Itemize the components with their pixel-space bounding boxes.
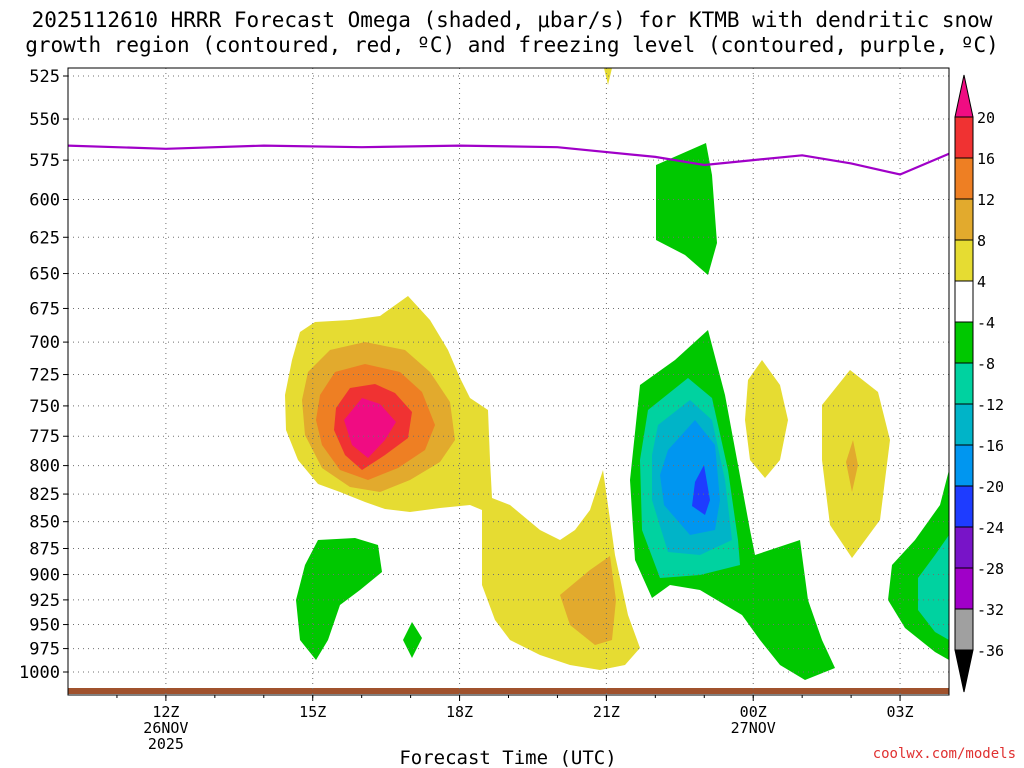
colorbar-swatch [954,608,974,651]
y-tick-label: 825 [29,485,60,505]
colorbar-label: -8 [977,355,995,373]
y-tick-label: 600 [29,191,60,211]
omega-shading [285,68,949,680]
colorbar-swatch [954,157,974,200]
colorbar-label: 4 [977,273,986,291]
omega-contour-neg20 [692,465,710,515]
x-tick-label: 00Z [740,703,767,721]
x-tick-label: 21Z [593,703,620,721]
y-tick-label: 625 [29,228,60,248]
colorbar-label: -12 [977,396,1004,414]
y-tick-label: 700 [29,333,60,353]
x-tick-label: 03Z [887,703,914,721]
colorbar-swatch [954,116,974,159]
y-tick-label: 750 [29,397,60,417]
omega-contour-8d [846,440,858,492]
colorbar-swatch [954,485,974,528]
title-line-2: growth region (contoured, red, ºC) and f… [25,33,999,57]
colorbar-label: -36 [977,642,1004,660]
colorbar-swatch [954,280,974,323]
colorbar-label: -24 [977,519,1004,537]
y-tick-label: 875 [29,539,60,559]
freezing-level-line [67,144,950,176]
colorbar-label: -16 [977,437,1004,455]
x-axis-label: Forecast Time (UTC) [399,747,616,768]
y-tick-label: 650 [29,265,60,285]
y-tick-label: 1000 [19,663,60,683]
y-tick-label: 925 [29,591,60,611]
colorbar-label: -20 [977,478,1004,496]
site-credit: coolwx.com/models [872,746,1016,762]
colorbar-label: -4 [977,314,995,332]
omega-contour-4c [745,360,788,478]
y-tick-label: 550 [29,110,60,130]
omega-contour-neg4c [656,143,717,275]
colorbar-label: 12 [977,191,995,209]
colorbar-swatch [954,239,974,282]
chart-title: 2025112610 HRRR Forecast Omega (shaded, … [0,8,1024,58]
x-tick-label: 2025 [148,735,184,753]
colorbar-swatch [954,444,974,487]
y-tick-label: 525 [29,67,60,87]
title-line-1: 2025112610 HRRR Forecast Omega (shaded, … [31,8,993,32]
y-tick-label: 575 [29,151,60,171]
omega-contour-8b [560,556,616,645]
colorbar: 20 16 12 8 4 -4 -8 -12 -16 -20 -24 -28 -32 -36 [954,74,1004,693]
omega-contour-neg4a [296,538,382,660]
x-tick-label: 26NOV [143,719,188,737]
colorbar-swatch [954,567,974,610]
colorbar-label: -28 [977,560,1004,578]
colorbar-swatch [954,526,974,569]
x-tick-label: 12Z [152,703,179,721]
colorbar-label: 16 [977,150,995,168]
y-tick-label: 850 [29,513,60,533]
colorbar-swatch [954,403,974,446]
colorbar-top-arrow [954,74,974,118]
ground-strip [68,688,949,694]
y-tick-label: 900 [29,566,60,586]
colorbar-label: 8 [977,232,986,250]
y-tick-label: 725 [29,366,60,386]
y-tick-label: 675 [29,299,60,319]
colorbar-label: 20 [977,109,995,127]
colorbar-bottom-arrow [954,649,974,693]
x-tick-label: 18Z [446,703,473,721]
y-tick-label: 975 [29,640,60,660]
colorbar-swatch [954,321,974,364]
y-axis: 525 550 575 600 625 650 675 700 725 750 775 800 825 8… [19,67,68,683]
omega-contour-neg4b [403,622,422,658]
x-tick-label: 27NOV [731,719,776,737]
colorbar-label: -32 [977,601,1004,619]
colorbar-swatch [954,362,974,405]
omega-contour-20 [344,398,396,458]
y-tick-label: 950 [29,616,60,636]
y-tick-label: 775 [29,427,60,447]
omega-contour-neg8e [918,535,949,640]
y-tick-label: 800 [29,457,60,477]
x-tick-label: 15Z [299,703,326,721]
colorbar-swatch [954,198,974,241]
grid [68,68,949,695]
